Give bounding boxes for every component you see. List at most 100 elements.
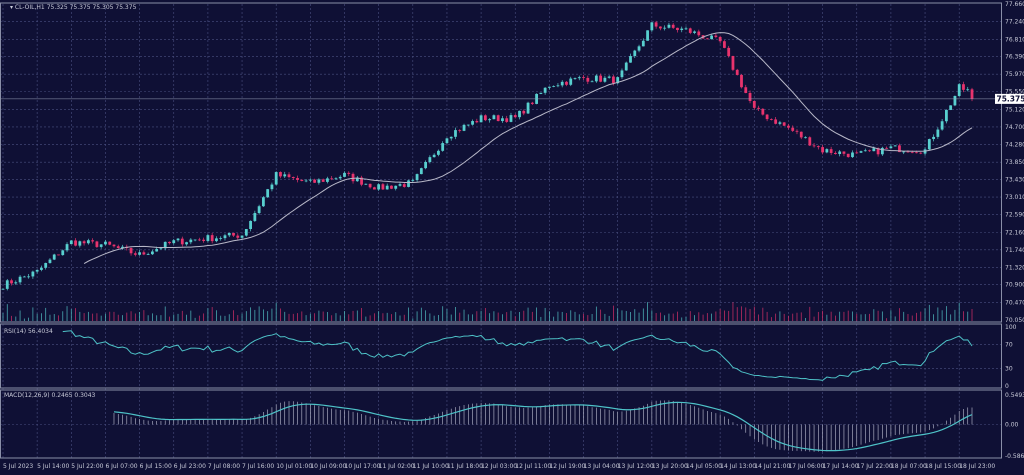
candle-body bbox=[808, 137, 812, 146]
candle-body bbox=[953, 95, 957, 106]
candle-body bbox=[769, 119, 773, 120]
candle-body bbox=[129, 248, 133, 254]
candle-body bbox=[424, 162, 428, 169]
candle-body bbox=[326, 178, 329, 182]
candle-body bbox=[791, 127, 795, 131]
candle-body bbox=[210, 235, 214, 242]
candle-body bbox=[261, 197, 265, 207]
time-tick-label: 11 Jul 18:00 bbox=[447, 463, 483, 470]
candle-body bbox=[40, 267, 43, 270]
candle-body bbox=[714, 35, 718, 38]
candle-body bbox=[168, 241, 171, 244]
price-tick-label: 70.050 bbox=[1005, 317, 1024, 324]
price-axis: 77.660 77.240 76.810 76.390 75.970 75.550 75.1… bbox=[1005, 1, 1024, 460]
candle-body bbox=[479, 115, 483, 123]
candle-body bbox=[308, 179, 312, 181]
candle-body bbox=[445, 138, 449, 144]
candle-body bbox=[330, 178, 334, 180]
candle-body bbox=[752, 100, 756, 108]
time-tick-label: 18 Jul 23:00 bbox=[959, 463, 995, 470]
price-tick-label: 73.850 bbox=[1005, 159, 1024, 166]
candle-body bbox=[778, 122, 782, 124]
candles bbox=[1, 20, 974, 291]
candle-body bbox=[390, 185, 393, 189]
candle-body bbox=[57, 254, 60, 256]
candle-body bbox=[61, 250, 65, 256]
candle-body bbox=[663, 27, 667, 29]
collapse-triangle-icon[interactable]: ▾ bbox=[10, 4, 15, 11]
candle-body bbox=[496, 115, 500, 122]
time-tick-label: 5 Jul 14:00 bbox=[37, 463, 69, 470]
candle-body bbox=[296, 178, 299, 180]
macd-histogram bbox=[113, 400, 973, 452]
candle-body bbox=[548, 86, 551, 88]
candle-body bbox=[227, 232, 231, 236]
candle-body bbox=[744, 87, 748, 93]
candle-body bbox=[475, 121, 479, 123]
candle-body bbox=[705, 38, 709, 40]
time-tick-label: 12 Jul 11:00 bbox=[515, 463, 551, 470]
candle-body bbox=[394, 185, 398, 189]
macd-label: MACD(12,26,9) 0.2465 0.3043 bbox=[4, 392, 96, 399]
candle-body bbox=[667, 24, 671, 28]
candle-body bbox=[415, 174, 419, 181]
candle-body bbox=[612, 76, 615, 84]
candle-body bbox=[556, 85, 560, 87]
candle-body bbox=[462, 124, 466, 131]
macd-tick-label: -0.5866 bbox=[1005, 453, 1024, 460]
candle-body bbox=[419, 168, 423, 175]
candle-body bbox=[782, 122, 786, 126]
candle-body bbox=[317, 179, 321, 183]
price-tick-label: 70.900 bbox=[1005, 282, 1024, 289]
candle-body bbox=[846, 153, 850, 158]
candle-body bbox=[603, 77, 607, 82]
candle-body bbox=[906, 151, 910, 153]
price-tick-label: 70.470 bbox=[1005, 300, 1024, 307]
candle-body bbox=[104, 241, 107, 245]
candle-body bbox=[249, 220, 252, 230]
candle-body bbox=[377, 184, 381, 190]
candle-body bbox=[121, 246, 124, 248]
candle-body bbox=[18, 276, 22, 283]
candle-body bbox=[671, 24, 675, 28]
candle-body bbox=[509, 115, 513, 122]
time-tick-label: 13 Jul 12:00 bbox=[618, 463, 654, 470]
candle-body bbox=[441, 143, 445, 151]
time-tick-label: 18 Jul 07:00 bbox=[891, 463, 927, 470]
time-tick-label: 5 Jul 22:00 bbox=[71, 463, 103, 470]
candle-body bbox=[300, 179, 304, 181]
price-tick-label: 76.390 bbox=[1005, 54, 1024, 61]
candle-body bbox=[829, 149, 833, 153]
candle-body bbox=[22, 276, 26, 278]
candle-body bbox=[219, 238, 223, 239]
candle-body bbox=[313, 179, 317, 183]
candle-body bbox=[437, 150, 440, 155]
candle-body bbox=[851, 152, 854, 158]
moving-average-line bbox=[83, 32, 973, 264]
panel-frame bbox=[0, 389, 1002, 459]
candle-body bbox=[270, 184, 274, 190]
candle-body bbox=[505, 118, 509, 122]
price-tick-label: 75.120 bbox=[1005, 106, 1024, 113]
candle-body bbox=[381, 184, 385, 190]
candle-body bbox=[757, 107, 760, 109]
time-tick-label: 10 Jul 09:00 bbox=[310, 463, 346, 470]
rsi-label: RSI(14) 56.4034 bbox=[4, 328, 53, 335]
candle-body bbox=[676, 27, 679, 31]
candle-body bbox=[821, 147, 824, 153]
candle-body bbox=[684, 28, 688, 30]
candle-body bbox=[138, 252, 141, 255]
candle-body bbox=[133, 253, 137, 255]
candle-body bbox=[915, 152, 918, 154]
candle-body bbox=[240, 235, 244, 238]
rsi-tick-label: 0 bbox=[1005, 383, 1009, 390]
candle-body bbox=[658, 26, 662, 29]
candle-body bbox=[902, 151, 906, 153]
candle-body bbox=[95, 241, 99, 247]
candle-body bbox=[616, 77, 620, 84]
candle-body bbox=[142, 252, 146, 255]
panel-frame bbox=[0, 2, 1002, 323]
candle-body bbox=[411, 180, 415, 181]
candle-body bbox=[727, 47, 731, 56]
